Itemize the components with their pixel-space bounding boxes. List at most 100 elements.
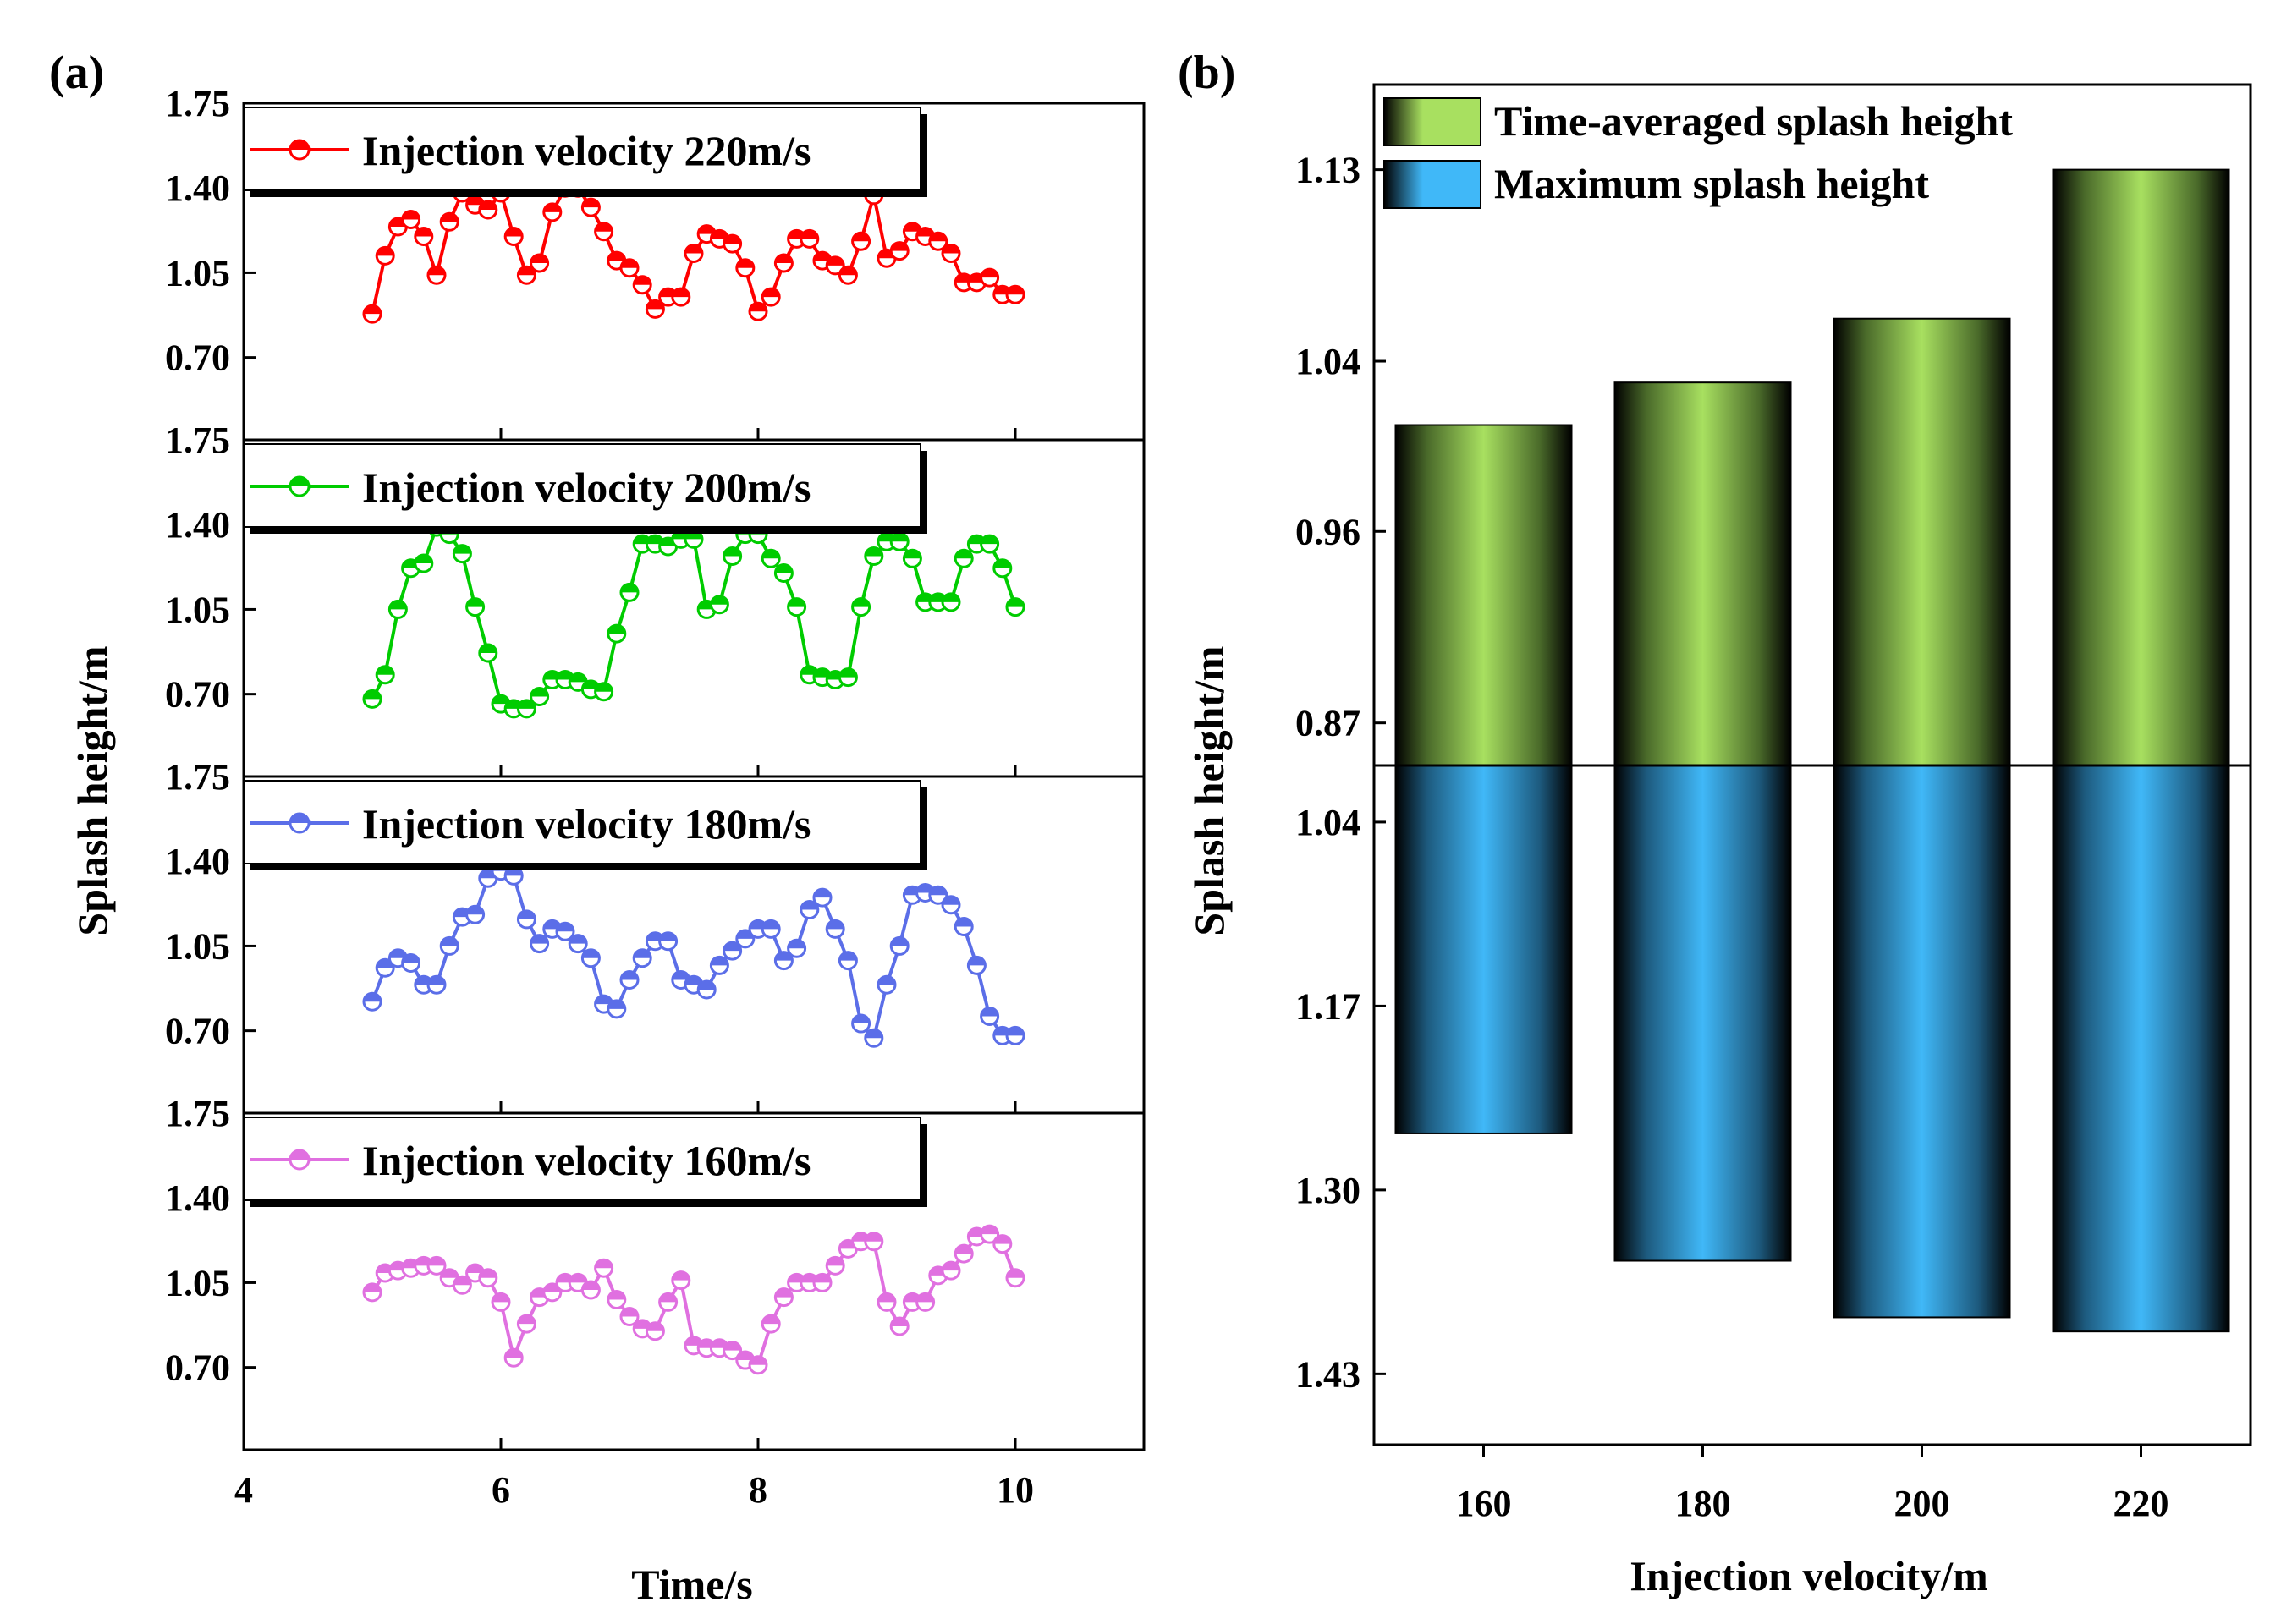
y-tick-label: 1.05: [165, 1262, 230, 1303]
legend: Time-averaged splash height Maximum splas…: [1383, 97, 2013, 209]
data-point: [889, 1316, 910, 1336]
marker-fill: [402, 954, 420, 963]
data-point: [773, 1287, 794, 1308]
data-point: [1005, 597, 1025, 617]
data-point: [362, 304, 382, 324]
data-point: [877, 974, 897, 995]
data-point: [516, 699, 536, 719]
data-point: [851, 597, 871, 617]
marker-fill: [800, 666, 818, 675]
data-point: [387, 948, 408, 968]
marker-fill: [929, 233, 947, 242]
marker-fill: [518, 910, 536, 919]
data-point: [414, 553, 434, 573]
marker-fill: [634, 949, 651, 958]
marker-fill: [814, 668, 831, 678]
marker-fill: [736, 1352, 754, 1361]
marker-fill: [775, 564, 793, 573]
marker-fill: [968, 957, 986, 966]
y-tick-label: 0.70: [165, 1347, 230, 1389]
marker-fill: [827, 1257, 844, 1266]
y-tick-label: 1.75: [165, 420, 230, 461]
panel-b-y-axis-title: Splash height/m: [1185, 645, 1233, 935]
marker-fill: [981, 535, 998, 545]
x-tick-label: 10: [997, 1469, 1034, 1511]
marker-fill: [685, 1336, 702, 1346]
data-point: [387, 599, 408, 619]
marker-fill: [993, 559, 1011, 568]
y-tick-label: 1.75: [165, 1093, 230, 1134]
data-point: [478, 643, 498, 663]
data-point: [607, 623, 627, 644]
marker-fill: [800, 230, 818, 239]
marker-fill: [943, 593, 959, 602]
data-point: [632, 948, 652, 968]
data-point: [478, 1268, 498, 1288]
marker-fill: [466, 598, 484, 607]
data-point: [748, 301, 768, 321]
data-point: [825, 255, 845, 276]
data-point: [516, 909, 536, 930]
y-tick-label: 1.75: [165, 83, 230, 124]
marker-fill: [775, 1288, 793, 1298]
y-tick-label: 1.75: [165, 756, 230, 798]
marker-fill: [364, 690, 381, 700]
marker-fill: [646, 1322, 664, 1331]
data-point: [864, 1232, 884, 1252]
data-point: [723, 941, 743, 961]
data-point: [516, 1314, 536, 1334]
marker-fill: [441, 1269, 459, 1278]
marker-fill: [557, 671, 574, 680]
marker-fill: [711, 230, 728, 239]
data-point: [414, 226, 434, 246]
legend-label: Injection velocity 200m/s: [362, 464, 811, 511]
subplot-injection-velocity-160m-s: 0.70 1.05 1.40 1.75 Injection velocity 160m/…: [165, 1093, 1146, 1451]
data-point: [362, 991, 382, 1012]
marker-fill: [1007, 1269, 1024, 1278]
marker-fill: [492, 695, 509, 705]
data-point: [902, 548, 922, 568]
marker-fill: [981, 269, 998, 278]
marker-fill: [389, 601, 407, 610]
marker-fill: [428, 1257, 445, 1266]
marker-fill: [595, 683, 613, 692]
marker-fill: [814, 1274, 831, 1283]
data-point: [671, 287, 691, 307]
data-point: [864, 546, 884, 566]
x-tick-label: 220: [2113, 1483, 2169, 1524]
data-point: [787, 938, 807, 958]
marker-fill: [916, 228, 934, 237]
marker-fill: [428, 266, 445, 276]
data-point: [980, 1006, 1000, 1026]
marker-fill: [466, 906, 484, 915]
data-point: [658, 1292, 679, 1312]
data-point: [619, 582, 640, 602]
marker-fill: [852, 598, 870, 607]
data-point: [580, 1280, 601, 1300]
marker-fill: [582, 1281, 600, 1291]
panel-label-a: (a): [49, 47, 104, 99]
data-point: [980, 1224, 1000, 1244]
y-tick-label: 1.40: [165, 167, 230, 209]
marker-fill: [775, 952, 793, 961]
data-point: [851, 231, 871, 251]
data-point: [607, 1289, 627, 1309]
marker-fill: [569, 935, 587, 944]
marker-fill: [479, 200, 497, 210]
marker-fill: [981, 1226, 998, 1235]
marker-fill: [698, 225, 716, 234]
marker-fill: [788, 598, 805, 607]
marker-fill: [377, 666, 394, 675]
data-point: [980, 534, 1000, 554]
marker-fill: [672, 971, 690, 980]
marker-fill: [646, 300, 664, 310]
data-point: [542, 202, 563, 222]
data-point: [992, 1234, 1013, 1254]
data-point: [761, 287, 781, 307]
data-point: [696, 979, 717, 1000]
legend-label: Injection velocity 180m/s: [362, 800, 811, 848]
data-point: [503, 1347, 524, 1368]
data-point: [761, 548, 781, 568]
marker-fill: [775, 254, 793, 263]
y-tick-label-lower: 1.17: [1295, 985, 1360, 1027]
